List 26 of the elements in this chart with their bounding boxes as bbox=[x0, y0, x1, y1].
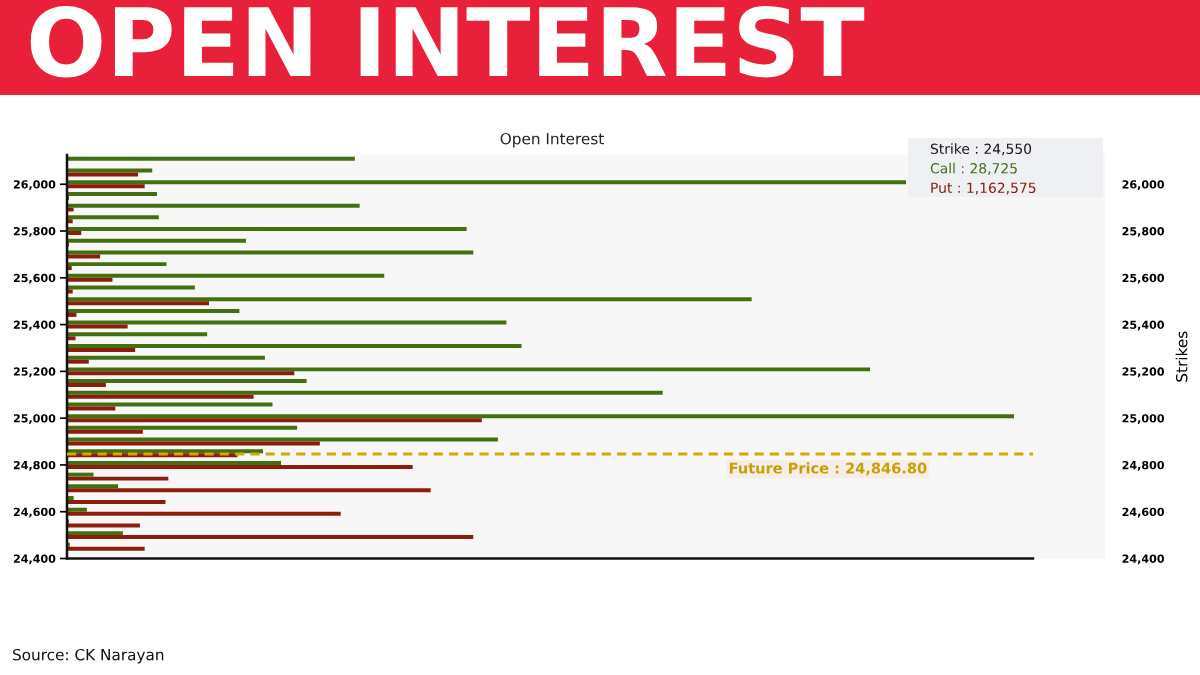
y-tick-label: 24,400 bbox=[13, 554, 56, 565]
y2-tick-label: 26,000 bbox=[1122, 180, 1165, 191]
y2-tick-label: 25,800 bbox=[1122, 227, 1165, 237]
y-tick-label: 24,600 bbox=[13, 507, 56, 518]
y2-tick-label: 25,200 bbox=[1122, 367, 1165, 378]
y2-tick-label: 25,400 bbox=[1122, 320, 1165, 331]
y-tick-label: 24,800 bbox=[13, 460, 56, 471]
y-tick-label: 25,200 bbox=[13, 367, 56, 378]
y-tick-label: 25,000 bbox=[13, 414, 56, 424]
chart-title: OPEN INTEREST bbox=[30, 5, 865, 78]
annotation: Strike : 24,550 bbox=[930, 143, 1032, 156]
y2-tick-label: 24,400 bbox=[1122, 554, 1165, 565]
y-tick-label: 26,000 bbox=[13, 180, 56, 191]
annotation: Put : 1,162,575 bbox=[931, 182, 1036, 195]
y2-tick-label: 25,000 bbox=[1122, 414, 1165, 424]
ref-line-label: Future Price : 24,846.80 bbox=[729, 462, 927, 476]
y2-tick-label: 24,800 bbox=[1122, 460, 1165, 471]
source-note: Source: CK Narayan bbox=[13, 648, 164, 664]
y-tick-label: 25,600 bbox=[13, 273, 56, 284]
y-tick-label: 25,800 bbox=[13, 227, 56, 237]
y2-tick-label: 25,600 bbox=[1122, 273, 1165, 284]
annotation: Call : 28,725 bbox=[930, 162, 1017, 175]
y2-axis-title: Strikes bbox=[1175, 331, 1188, 382]
y2-tick-label: 24,600 bbox=[1122, 507, 1165, 518]
y-tick-label: 25,400 bbox=[13, 320, 56, 331]
chart-subtitle: Open Interest bbox=[500, 132, 604, 148]
